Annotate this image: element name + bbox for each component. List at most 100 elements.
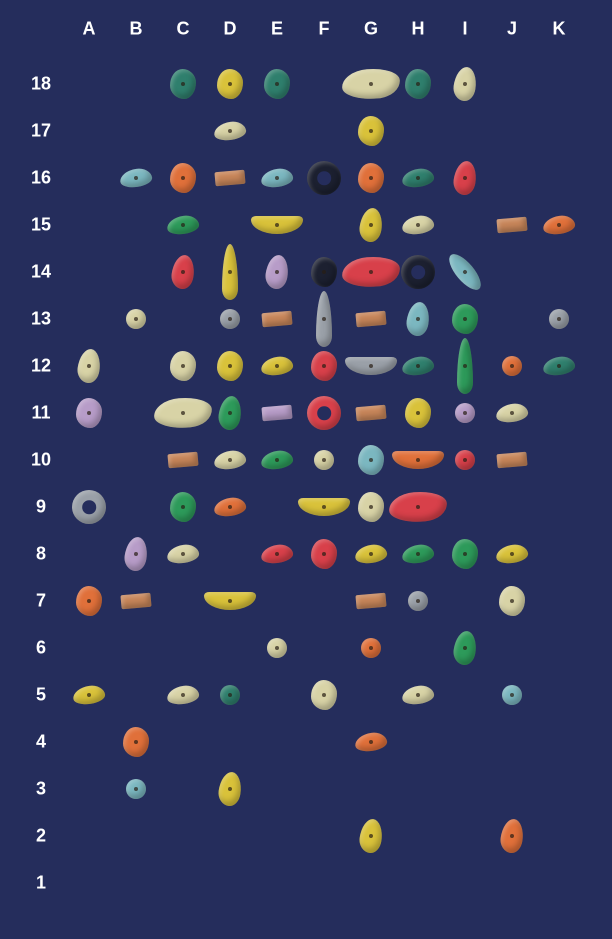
hold-h5[interactable] xyxy=(400,683,436,707)
hold-j5[interactable] xyxy=(502,685,522,705)
hold-a7[interactable] xyxy=(76,586,102,616)
hold-c14[interactable] xyxy=(169,253,197,291)
hold-e15[interactable] xyxy=(251,216,303,234)
hold-f11[interactable] xyxy=(307,396,341,430)
hold-g18[interactable] xyxy=(340,66,402,102)
row-label-4: 4 xyxy=(35,731,47,752)
hold-c10[interactable] xyxy=(167,451,199,469)
hold-i12[interactable] xyxy=(457,338,473,394)
hold-g15[interactable] xyxy=(357,206,385,244)
hold-h7[interactable] xyxy=(408,591,428,611)
hold-a9[interactable] xyxy=(72,490,106,524)
hold-e18[interactable] xyxy=(264,69,290,99)
hold-h13[interactable] xyxy=(404,300,432,338)
hold-e13[interactable] xyxy=(261,310,293,328)
hold-f12[interactable] xyxy=(311,351,337,381)
hold-c5[interactable] xyxy=(165,683,201,707)
hold-g14[interactable] xyxy=(340,254,402,290)
hold-e8[interactable] xyxy=(259,542,295,566)
hold-i16[interactable] xyxy=(451,159,479,197)
hold-c15[interactable] xyxy=(165,213,201,237)
hold-a11[interactable] xyxy=(76,398,102,428)
hold-i11[interactable] xyxy=(455,403,475,423)
hold-k12[interactable] xyxy=(541,354,577,378)
hold-d18[interactable] xyxy=(217,69,243,99)
hold-g6[interactable] xyxy=(361,638,381,658)
hold-i14[interactable] xyxy=(443,249,487,295)
hold-b3[interactable] xyxy=(126,779,146,799)
hold-f16[interactable] xyxy=(307,161,341,195)
hold-g2[interactable] xyxy=(357,817,385,855)
hold-j7[interactable] xyxy=(499,586,525,616)
hold-j2[interactable] xyxy=(498,817,526,855)
hold-e10[interactable] xyxy=(259,448,295,472)
hold-e12[interactable] xyxy=(259,354,295,378)
hold-d17[interactable] xyxy=(212,119,248,143)
hold-h9[interactable] xyxy=(387,489,449,525)
hold-c8[interactable] xyxy=(165,542,201,566)
hold-c9[interactable] xyxy=(170,492,196,522)
hold-h16[interactable] xyxy=(400,166,436,190)
hold-h8[interactable] xyxy=(400,542,436,566)
hold-i6[interactable] xyxy=(451,629,479,667)
hold-d13[interactable] xyxy=(220,309,240,329)
hold-f8[interactable] xyxy=(311,539,337,569)
hold-j10[interactable] xyxy=(496,451,528,469)
hold-f13[interactable] xyxy=(316,291,332,347)
hold-h10[interactable] xyxy=(392,451,444,469)
hold-f10[interactable] xyxy=(314,450,334,470)
hold-g17[interactable] xyxy=(358,116,384,146)
hold-f5[interactable] xyxy=(311,680,337,710)
hold-i10[interactable] xyxy=(455,450,475,470)
hold-g13[interactable] xyxy=(355,310,387,328)
hold-e11[interactable] xyxy=(261,404,293,422)
hold-j11[interactable] xyxy=(494,401,530,425)
hold-i13[interactable] xyxy=(452,304,478,334)
hold-h15[interactable] xyxy=(400,213,436,237)
hold-e6[interactable] xyxy=(267,638,287,658)
hold-d14[interactable] xyxy=(222,244,238,300)
hold-c12[interactable] xyxy=(170,351,196,381)
hold-e14[interactable] xyxy=(263,253,291,291)
hold-a5[interactable] xyxy=(71,683,107,707)
hold-g16[interactable] xyxy=(358,163,384,193)
hold-d12[interactable] xyxy=(217,351,243,381)
hold-h14[interactable] xyxy=(401,255,435,289)
hold-g4[interactable] xyxy=(353,730,389,754)
hold-c11[interactable] xyxy=(152,395,214,431)
hold-d9[interactable] xyxy=(212,495,248,519)
hold-h18[interactable] xyxy=(405,69,431,99)
hold-h12[interactable] xyxy=(400,354,436,378)
hold-g11[interactable] xyxy=(355,404,387,422)
hold-b13[interactable] xyxy=(126,309,146,329)
hold-b16[interactable] xyxy=(118,166,154,190)
hold-g7[interactable] xyxy=(355,592,387,610)
hold-j12[interactable] xyxy=(502,356,522,376)
hold-d11[interactable] xyxy=(216,394,244,432)
hold-h11[interactable] xyxy=(405,398,431,428)
hold-d5[interactable] xyxy=(220,685,240,705)
hold-a12[interactable] xyxy=(75,347,103,385)
hold-g8[interactable] xyxy=(353,542,389,566)
hold-j8[interactable] xyxy=(494,542,530,566)
hold-f14[interactable] xyxy=(311,257,337,287)
hold-i18[interactable] xyxy=(451,65,479,103)
hold-b4[interactable] xyxy=(123,727,149,757)
hold-i8[interactable] xyxy=(452,539,478,569)
hold-c16[interactable] xyxy=(170,163,196,193)
hold-b7[interactable] xyxy=(120,592,152,610)
hold-c18[interactable] xyxy=(170,69,196,99)
hold-d10[interactable] xyxy=(212,448,248,472)
hold-d3[interactable] xyxy=(216,770,244,808)
hold-k15[interactable] xyxy=(541,213,577,237)
hold-g10[interactable] xyxy=(358,445,384,475)
hold-g9[interactable] xyxy=(358,492,384,522)
hold-e16[interactable] xyxy=(259,166,295,190)
hold-g12[interactable] xyxy=(345,357,397,375)
hold-b8[interactable] xyxy=(122,535,150,573)
hold-j15[interactable] xyxy=(496,216,528,234)
hold-f9[interactable] xyxy=(298,498,350,516)
hold-d7[interactable] xyxy=(204,592,256,610)
hold-d16[interactable] xyxy=(214,169,246,187)
hold-k13[interactable] xyxy=(549,309,569,329)
